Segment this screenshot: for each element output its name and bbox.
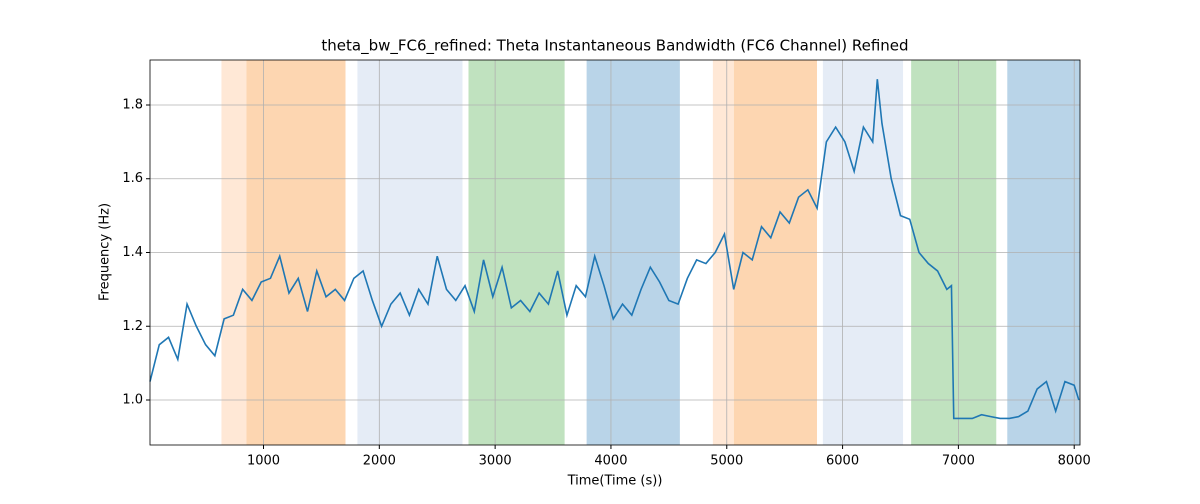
plot-frame bbox=[149, 59, 1081, 446]
x-tick-label: 2000 bbox=[363, 454, 396, 469]
x-tick-label: 5000 bbox=[710, 454, 743, 469]
x-tick-label: 3000 bbox=[479, 454, 512, 469]
x-tick-label: 8000 bbox=[1058, 454, 1091, 469]
y-tick-label: 1.6 bbox=[122, 171, 143, 186]
y-tick-label: 1.8 bbox=[122, 97, 143, 112]
x-tick-label: 7000 bbox=[942, 454, 975, 469]
x-axis-label: Time(Time (s)) bbox=[567, 474, 663, 489]
data-line bbox=[149, 79, 1080, 420]
y-axis-label: Frequency (Hz) bbox=[98, 203, 113, 301]
x-tick-label: 6000 bbox=[826, 454, 859, 469]
x-tick-label: 4000 bbox=[594, 454, 627, 469]
x-tick-label: 1000 bbox=[247, 454, 280, 469]
y-tick-label: 1.2 bbox=[122, 319, 143, 334]
y-tick-label: 1.4 bbox=[122, 245, 143, 260]
y-tick-label: 1.0 bbox=[122, 393, 143, 408]
chart-title: theta_bw_FC6_refined: Theta Instantaneou… bbox=[321, 37, 908, 56]
